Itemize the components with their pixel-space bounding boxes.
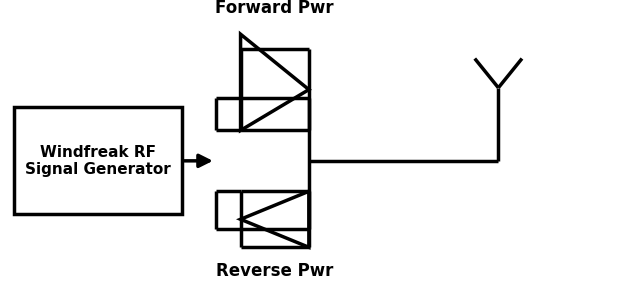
Bar — [14, 107, 182, 214]
Text: Forward Pwr: Forward Pwr — [215, 0, 334, 17]
Text: Reverse Pwr: Reverse Pwr — [216, 262, 333, 280]
Text: Windfreak RF
Signal Generator: Windfreak RF Signal Generator — [25, 145, 170, 177]
Polygon shape — [241, 34, 309, 130]
Polygon shape — [241, 191, 309, 247]
